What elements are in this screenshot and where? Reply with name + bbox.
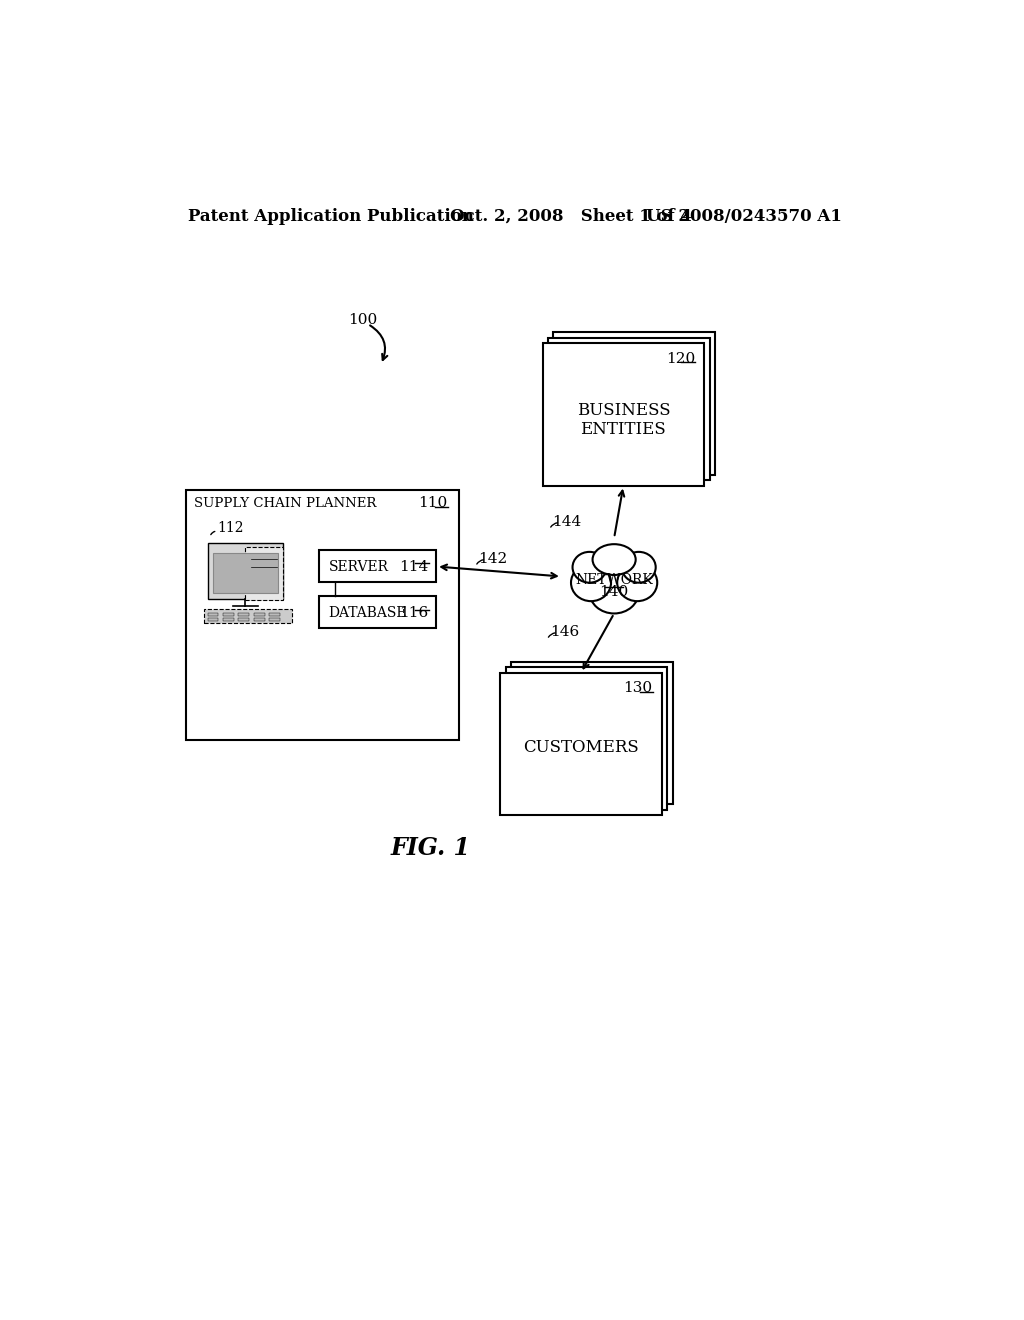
- Text: 140: 140: [599, 585, 629, 599]
- Bar: [543, 343, 705, 486]
- Text: NETWORK: NETWORK: [575, 573, 653, 587]
- Text: DATABASE: DATABASE: [329, 606, 407, 620]
- Text: 146: 146: [550, 624, 580, 639]
- Ellipse shape: [571, 564, 611, 601]
- Text: CUSTOMERS: CUSTOMERS: [523, 739, 639, 756]
- Bar: [208, 618, 218, 622]
- Text: SERVER: SERVER: [329, 560, 388, 574]
- Text: 116: 116: [399, 606, 429, 620]
- Text: Patent Application Publication: Patent Application Publication: [188, 207, 474, 224]
- Bar: [239, 618, 249, 622]
- Bar: [500, 673, 662, 816]
- Text: BUSINESS
ENTITIES: BUSINESS ENTITIES: [577, 401, 670, 438]
- Text: 120: 120: [666, 351, 695, 366]
- Bar: [239, 612, 249, 615]
- Text: SUPPLY CHAIN PLANNER: SUPPLY CHAIN PLANNER: [194, 496, 376, 510]
- Bar: [548, 338, 710, 480]
- Bar: [208, 612, 218, 615]
- Text: 112: 112: [217, 521, 244, 535]
- Bar: [245, 548, 283, 599]
- Text: 100: 100: [348, 313, 378, 327]
- Bar: [208, 544, 283, 599]
- Ellipse shape: [622, 552, 655, 582]
- Bar: [269, 612, 280, 615]
- Bar: [511, 663, 673, 804]
- Text: FIG. 1: FIG. 1: [391, 836, 471, 859]
- Text: 110: 110: [419, 496, 447, 511]
- Text: 130: 130: [624, 681, 652, 696]
- Bar: [254, 618, 264, 622]
- Ellipse shape: [572, 552, 606, 582]
- Bar: [213, 553, 278, 594]
- Bar: [269, 618, 280, 622]
- Bar: [254, 612, 264, 615]
- Bar: [553, 333, 715, 475]
- Bar: [223, 612, 233, 615]
- Bar: [319, 595, 436, 628]
- Bar: [223, 618, 233, 622]
- Ellipse shape: [617, 564, 657, 601]
- Text: 142: 142: [478, 552, 508, 566]
- Ellipse shape: [593, 544, 636, 576]
- Text: US 2008/0243570 A1: US 2008/0243570 A1: [646, 207, 843, 224]
- Bar: [186, 490, 460, 739]
- Text: Oct. 2, 2008   Sheet 1 of 4: Oct. 2, 2008 Sheet 1 of 4: [451, 207, 692, 224]
- Bar: [319, 549, 436, 582]
- Text: 114: 114: [399, 560, 429, 574]
- Bar: [204, 609, 292, 623]
- Bar: [506, 668, 668, 810]
- Ellipse shape: [590, 570, 639, 614]
- Text: 144: 144: [553, 515, 582, 529]
